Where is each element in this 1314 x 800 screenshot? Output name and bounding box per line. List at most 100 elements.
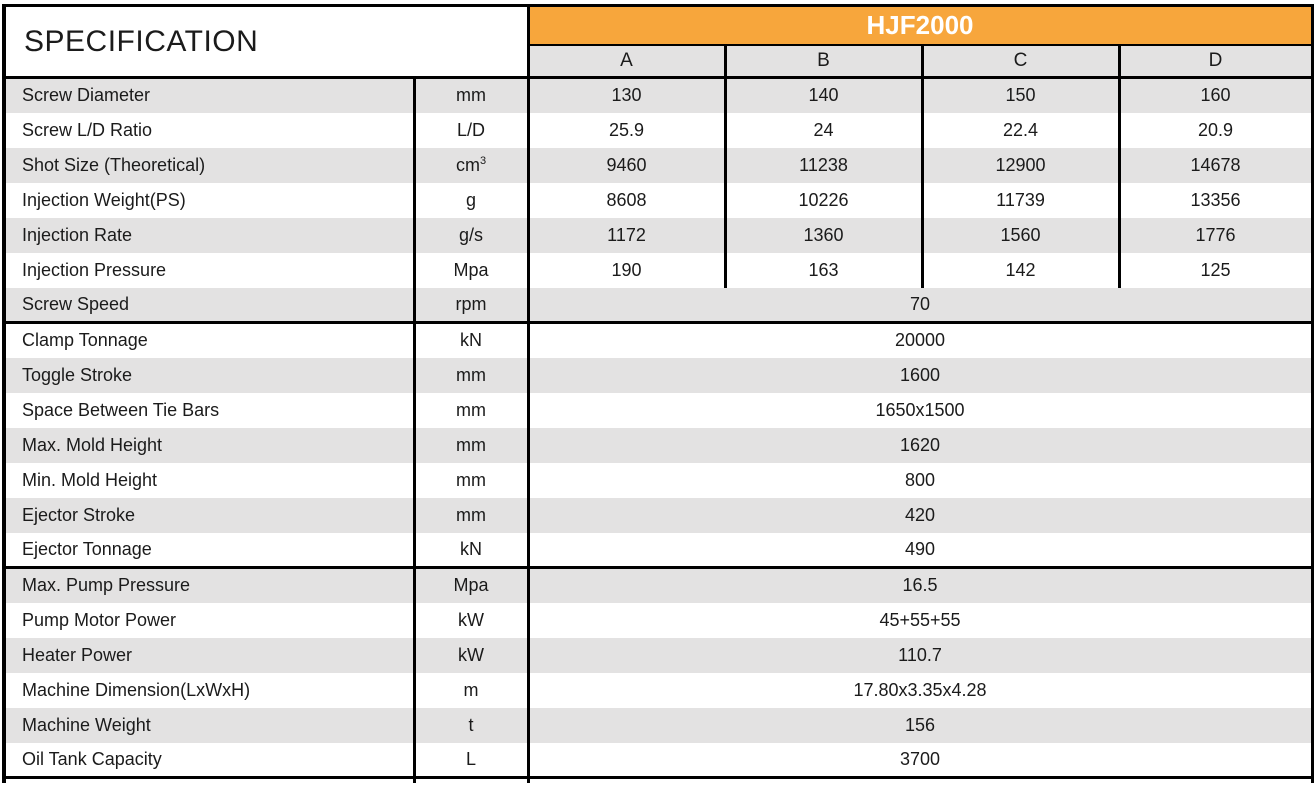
- row-label: Max. Pump Pressure: [4, 566, 416, 603]
- spec-row: Max. Mold Height mm 1620: [4, 427, 1313, 463]
- row-value: 1560: [922, 217, 1121, 253]
- row-unit: g/s: [414, 217, 530, 253]
- column-header-c: C: [922, 44, 1121, 79]
- unit-superscript: 3: [479, 154, 487, 167]
- row-label: Screw Speed: [4, 287, 416, 323]
- row-value-merged: 16.5: [528, 566, 1313, 603]
- row-value: 160: [1119, 77, 1313, 113]
- row-label: Shot Size (Theoretical): [4, 147, 416, 183]
- row-value-merged: 800: [528, 462, 1313, 498]
- row-value-merged: 420: [528, 497, 1313, 533]
- spec-row: Injection Weight(PS) g 8608 10226 11739 13356: [4, 182, 1313, 218]
- column-header-b: B: [725, 44, 924, 79]
- header-row-model: SPECIFICATION HJF2000: [4, 5, 1313, 79]
- row-label: Injection Weight(PS): [4, 182, 416, 218]
- row-value: 150: [922, 77, 1121, 113]
- row-unit: L: [414, 742, 530, 778]
- row-value: 13356: [1119, 182, 1313, 218]
- partial-next-row: [4, 776, 1313, 783]
- section-general: Max. Pump Pressure Mpa 16.5 Pump Motor Powe…: [4, 566, 1313, 778]
- row-label: Clamp Tonnage: [4, 321, 416, 358]
- row-value-merged: 45+55+55: [528, 602, 1313, 638]
- row-value: 140: [725, 77, 924, 113]
- row-unit: mm: [414, 392, 530, 428]
- row-value: 12900: [922, 147, 1121, 183]
- row-value-merged: 1600: [528, 357, 1313, 393]
- row-value: 130: [528, 77, 727, 113]
- row-value: 11238: [725, 147, 924, 183]
- row-label: Machine Dimension(LxWxH): [4, 672, 416, 708]
- spec-row: Machine Weight t 156: [4, 707, 1313, 743]
- partial-value-cell: [528, 776, 1313, 783]
- row-label: Toggle Stroke: [4, 357, 416, 393]
- spec-row: Heater Power kW 110.7: [4, 637, 1313, 673]
- row-label: Oil Tank Capacity: [4, 742, 416, 778]
- row-label: Screw L/D Ratio: [4, 112, 416, 148]
- row-value: 1172: [528, 217, 727, 253]
- row-unit: mm: [414, 427, 530, 463]
- spec-row: Ejector Tonnage kN 490: [4, 532, 1313, 568]
- row-value: 22.4: [922, 112, 1121, 148]
- row-unit: t: [414, 707, 530, 743]
- row-unit: cm3: [414, 147, 530, 183]
- row-value: 11739: [922, 182, 1121, 218]
- row-unit: rpm: [414, 287, 530, 323]
- specification-table: SPECIFICATION HJF2000 A B C D Screw Diam…: [2, 4, 1314, 783]
- row-value-merged: 70: [528, 287, 1313, 323]
- spec-row: Screw L/D Ratio L/D 25.9 24 22.4 20.9: [4, 112, 1313, 148]
- row-value-merged: 3700: [528, 742, 1313, 778]
- column-header-a: A: [528, 44, 727, 79]
- row-value-merged: 110.7: [528, 637, 1313, 673]
- row-label: Screw Diameter: [4, 77, 416, 113]
- row-label: Ejector Stroke: [4, 497, 416, 533]
- row-value: 20.9: [1119, 112, 1313, 148]
- row-value: 125: [1119, 252, 1313, 288]
- row-value: 10226: [725, 182, 924, 218]
- section-injection: Screw Diameter mm 130 140 150 160 Screw L/D Ra…: [4, 77, 1313, 323]
- row-label: Heater Power: [4, 637, 416, 673]
- partial-label-cell: [4, 776, 416, 783]
- spec-row: Injection Pressure Mpa 190 163 142 125: [4, 252, 1313, 288]
- row-unit: kN: [414, 532, 530, 568]
- row-value-merged: 20000: [528, 321, 1313, 358]
- page-title: SPECIFICATION: [4, 5, 530, 79]
- row-label: Machine Weight: [4, 707, 416, 743]
- spec-row: Screw Diameter mm 130 140 150 160: [4, 77, 1313, 113]
- row-unit: m: [414, 672, 530, 708]
- row-value: 1360: [725, 217, 924, 253]
- row-value: 142: [922, 252, 1121, 288]
- row-label: Min. Mold Height: [4, 462, 416, 498]
- row-value: 24: [725, 112, 924, 148]
- row-unit: mm: [414, 497, 530, 533]
- row-label: Space Between Tie Bars: [4, 392, 416, 428]
- spec-row: Screw Speed rpm 70: [4, 287, 1313, 323]
- spec-row: Pump Motor Power kW 45+55+55: [4, 602, 1313, 638]
- row-label: Max. Mold Height: [4, 427, 416, 463]
- row-value-merged: 490: [528, 532, 1313, 568]
- spec-row: Clamp Tonnage kN 20000: [4, 321, 1313, 358]
- row-value: 1776: [1119, 217, 1313, 253]
- header-row-columns: A B C D: [4, 44, 1313, 79]
- spec-row: Space Between Tie Bars mm 1650x1500: [4, 392, 1313, 428]
- row-unit: mm: [414, 77, 530, 113]
- row-unit: g: [414, 182, 530, 218]
- row-unit: Mpa: [414, 252, 530, 288]
- section-clamping: Clamp Tonnage kN 20000 Toggle Stroke mm 1600 S…: [4, 321, 1313, 568]
- row-value: 8608: [528, 182, 727, 218]
- column-header-d: D: [1119, 44, 1313, 79]
- section-next-partial: [4, 776, 1313, 783]
- partial-unit-cell: [414, 776, 530, 783]
- row-value: 163: [725, 252, 924, 288]
- model-banner: HJF2000: [528, 5, 1313, 46]
- row-value-merged: 156: [528, 707, 1313, 743]
- spec-row: Min. Mold Height mm 800: [4, 462, 1313, 498]
- spec-row: Shot Size (Theoretical) cm3 9460 11238 12900…: [4, 147, 1313, 183]
- row-unit: mm: [414, 462, 530, 498]
- spec-row: Injection Rate g/s 1172 1360 1560 1776: [4, 217, 1313, 253]
- row-unit: kW: [414, 602, 530, 638]
- row-value-merged: 17.80x3.35x4.28: [528, 672, 1313, 708]
- row-value-merged: 1620: [528, 427, 1313, 463]
- row-unit: kN: [414, 321, 530, 358]
- row-unit: Mpa: [414, 566, 530, 603]
